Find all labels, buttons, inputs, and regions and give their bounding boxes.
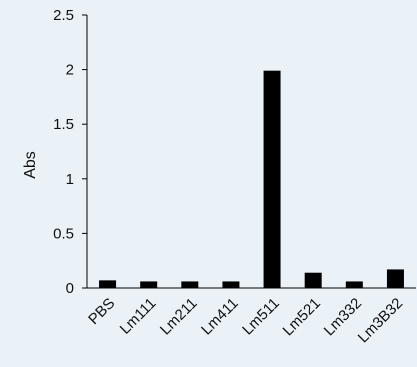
bars <box>99 70 404 288</box>
y-tick-label: 0 <box>66 280 74 297</box>
bar-lm511 <box>263 70 281 288</box>
bar-lm3b32 <box>386 269 404 288</box>
bar-lm332 <box>345 281 363 288</box>
y-tick-label: 1 <box>66 171 74 188</box>
y-tick-label: 2 <box>66 62 74 79</box>
y-tick-label: 1.5 <box>53 116 74 133</box>
bar-pbs <box>99 280 117 288</box>
y-tick-label: 0.5 <box>53 225 74 242</box>
bar-lm411 <box>222 281 240 288</box>
bar-lm111 <box>140 281 158 288</box>
y-tick-label: 2.5 <box>53 7 74 24</box>
y-axis-title: Abs <box>22 151 39 179</box>
bar-lm211 <box>181 281 199 288</box>
y-axis-ticks: 0 0.5 1 1.5 2 2.5 <box>53 7 87 297</box>
bar-lm521 <box>304 272 322 288</box>
